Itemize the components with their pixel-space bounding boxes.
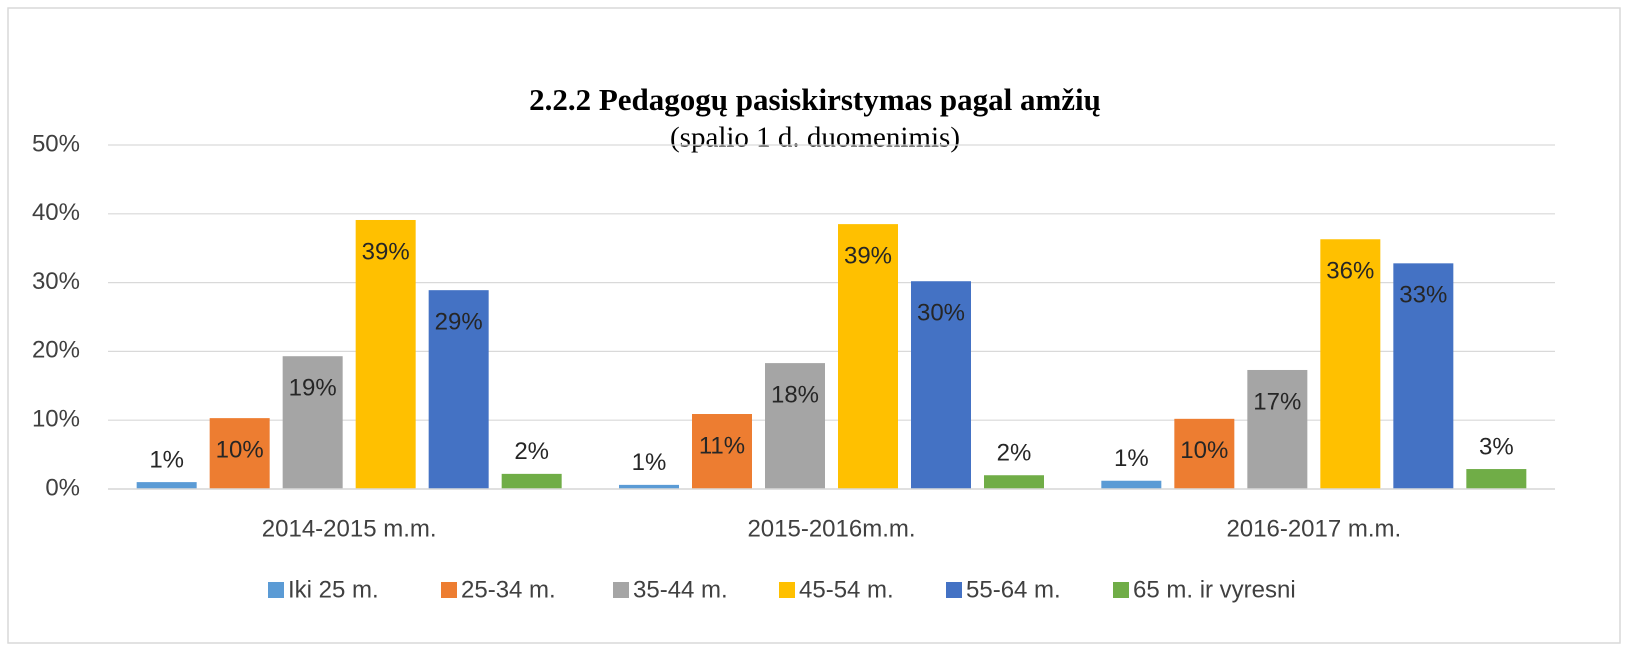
- value-label: 39%: [362, 238, 410, 265]
- value-label: 10%: [1180, 437, 1228, 464]
- bar: [619, 484, 679, 489]
- legend-label: 65 m. ir vyresni: [1133, 576, 1296, 603]
- y-tick-label: 0%: [45, 474, 80, 501]
- bar: [984, 475, 1044, 489]
- value-label: 10%: [216, 436, 264, 463]
- y-tick-label: 50%: [32, 130, 80, 157]
- value-label: 3%: [1479, 433, 1514, 460]
- y-tick-label: 30%: [32, 268, 80, 295]
- legend-label: 45-54 m.: [799, 576, 894, 603]
- bar: [501, 473, 562, 489]
- value-label: 18%: [771, 381, 819, 408]
- value-label: 11%: [699, 432, 745, 459]
- legend-swatch: [441, 582, 457, 598]
- bar: [1393, 263, 1454, 489]
- value-label: 1%: [632, 449, 667, 476]
- bar: [1247, 369, 1308, 489]
- legend-swatch: [946, 582, 962, 598]
- chart-title: 2.2.2 Pedagogų pasiskirstymas pagal amži…: [529, 82, 1101, 117]
- value-label: 17%: [1253, 388, 1301, 415]
- legend-swatch: [1113, 582, 1129, 598]
- bar: [765, 363, 825, 489]
- bar: [692, 414, 752, 489]
- y-tick-label: 40%: [32, 199, 80, 226]
- bar: [355, 219, 416, 489]
- legend-swatch: [613, 582, 629, 598]
- x-tick-label: 2014-2015 m.m.: [262, 515, 437, 542]
- legend-label: 55-64 m.: [966, 576, 1061, 603]
- bar: [911, 281, 971, 489]
- legend-label: 35-44 m.: [633, 576, 728, 603]
- x-tick-label: 2015-2016m.m.: [747, 515, 915, 542]
- value-label: 1%: [149, 446, 184, 473]
- bar: [838, 224, 898, 489]
- bar: [1174, 418, 1235, 489]
- bar: [1466, 469, 1527, 489]
- bar: [1101, 480, 1162, 489]
- chart-subtitle: (spalio 1 d. duomenimis): [670, 122, 960, 154]
- bar: [1320, 239, 1381, 489]
- value-label: 29%: [435, 309, 483, 336]
- bar: [282, 356, 343, 489]
- value-label: 2%: [514, 438, 549, 465]
- x-tick-label: 2016-2017 m.m.: [1226, 515, 1401, 542]
- bar: [209, 418, 270, 489]
- value-label: 19%: [289, 375, 337, 402]
- bar: [136, 482, 197, 489]
- value-label: 2%: [997, 440, 1032, 467]
- value-label: 36%: [1326, 258, 1374, 285]
- legend-label: Iki 25 m.: [288, 576, 379, 603]
- value-label: 1%: [1114, 445, 1149, 472]
- y-tick-label: 20%: [32, 337, 80, 364]
- y-tick-label: 10%: [32, 406, 80, 433]
- value-label: 39%: [844, 242, 892, 269]
- value-label: 33%: [1399, 282, 1447, 309]
- legend-swatch: [268, 582, 284, 598]
- legend-label: 25-34 m.: [461, 576, 556, 603]
- bar: [428, 290, 489, 489]
- legend-swatch: [779, 582, 795, 598]
- value-label: 30%: [917, 300, 965, 327]
